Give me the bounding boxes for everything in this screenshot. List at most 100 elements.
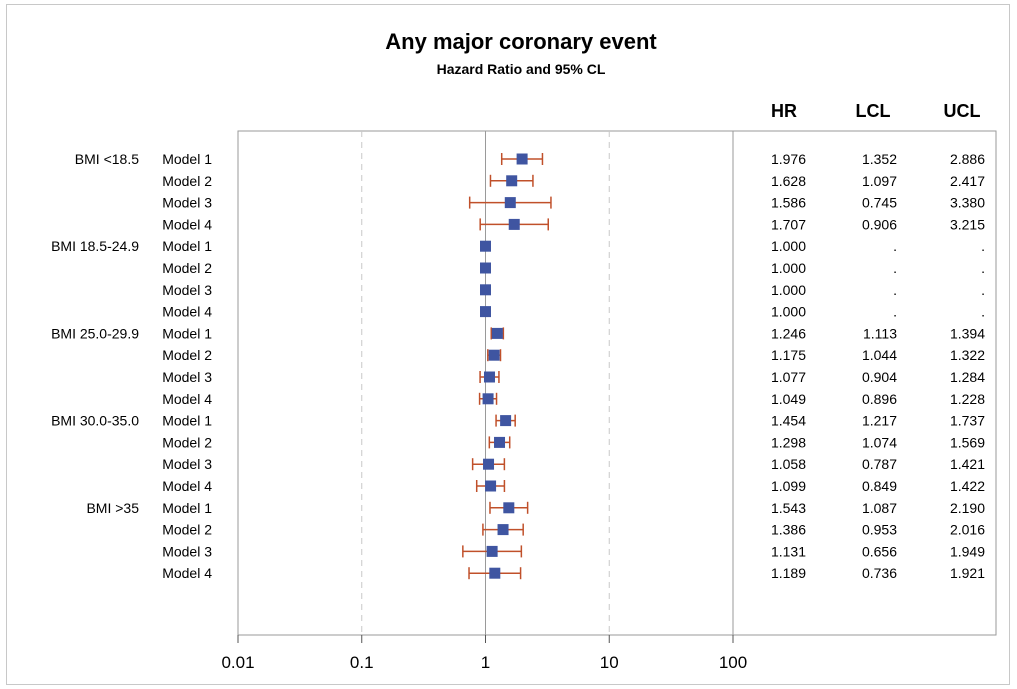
- hr-value: 1.454: [771, 413, 806, 429]
- row-model-label: Model 1: [162, 151, 212, 167]
- hr-value: 1.000: [771, 304, 806, 320]
- row-model-label: Model 3: [162, 282, 212, 298]
- hr-marker: [488, 349, 500, 361]
- ucl-value: .: [981, 304, 985, 320]
- row-model-label: Model 3: [162, 195, 212, 211]
- ucl-value: .: [981, 238, 985, 254]
- row-model-label: Model 1: [162, 325, 212, 341]
- x-tick-label: 0.01: [221, 653, 254, 672]
- hr-marker: [504, 197, 516, 209]
- ucl-value: 2.016: [950, 522, 985, 538]
- lcl-value: 0.745: [862, 195, 897, 211]
- hr-value: 1.628: [771, 173, 806, 189]
- lcl-value: 0.953: [862, 522, 897, 538]
- hr-marker: [480, 284, 491, 296]
- lcl-value: 0.787: [862, 456, 897, 472]
- row-model-label: Model 1: [162, 238, 212, 254]
- column-header-hr: HR: [771, 101, 797, 121]
- row-model-label: Model 4: [162, 391, 212, 407]
- ucl-value: 1.322: [950, 347, 985, 363]
- row-model-label: Model 1: [162, 413, 212, 429]
- ucl-value: 1.921: [950, 565, 985, 581]
- x-tick-label: 100: [719, 653, 747, 672]
- row-model-label: Model 4: [162, 478, 212, 494]
- row-model-label: Model 2: [162, 260, 212, 276]
- hr-value: 1.099: [771, 478, 806, 494]
- lcl-value: 1.074: [862, 434, 897, 450]
- row-group-label: BMI 18.5-24.9: [51, 238, 139, 254]
- hr-marker: [508, 218, 520, 230]
- hr-value: 1.976: [771, 151, 806, 167]
- lcl-value: 1.087: [862, 500, 897, 516]
- lcl-value: .: [893, 304, 897, 320]
- ucl-value: 2.190: [950, 500, 985, 516]
- hr-marker: [485, 480, 497, 492]
- ucl-value: 1.421: [950, 456, 985, 472]
- row-model-label: Model 3: [162, 369, 212, 385]
- ucl-value: 1.569: [950, 434, 985, 450]
- ucl-value: 2.417: [950, 173, 985, 189]
- hr-marker: [482, 393, 494, 405]
- lcl-value: 0.736: [862, 565, 897, 581]
- lcl-value: .: [893, 282, 897, 298]
- row-model-label: Model 3: [162, 456, 212, 472]
- ucl-value: .: [981, 282, 985, 298]
- lcl-value: 1.097: [862, 173, 897, 189]
- lcl-value: 1.044: [862, 347, 897, 363]
- table-area: [732, 130, 997, 636]
- column-header-ucl: UCL: [943, 101, 981, 121]
- row-model-label: Model 1: [162, 500, 212, 516]
- ucl-value: 1.422: [950, 478, 985, 494]
- row-group-label: BMI >35: [86, 500, 139, 516]
- hr-marker: [494, 436, 506, 448]
- ucl-value: 1.737: [950, 413, 985, 429]
- x-tick-label: 0.1: [350, 653, 374, 672]
- row-model-label: Model 2: [162, 522, 212, 538]
- ucl-value: .: [981, 260, 985, 276]
- row-group-label: BMI 30.0-35.0: [51, 413, 139, 429]
- chart-subtitle: Hazard Ratio and 95% CL: [436, 61, 606, 77]
- hr-marker: [497, 524, 509, 536]
- lcl-value: 0.849: [862, 478, 897, 494]
- lcl-value: 0.904: [862, 369, 897, 385]
- hr-marker: [486, 545, 498, 557]
- hr-value: 1.131: [771, 543, 806, 559]
- column-header-lcl: LCL: [855, 101, 891, 121]
- x-tick-label: 1: [481, 653, 490, 672]
- hr-value: 1.000: [771, 260, 806, 276]
- hr-value: 1.049: [771, 391, 806, 407]
- ucl-value: 1.284: [950, 369, 985, 385]
- row-model-label: Model 3: [162, 543, 212, 559]
- lcl-value: .: [893, 238, 897, 254]
- row-model-label: Model 2: [162, 173, 212, 189]
- ucl-value: 3.215: [950, 216, 985, 232]
- hr-marker: [506, 175, 518, 187]
- lcl-value: 0.906: [862, 216, 897, 232]
- hr-marker: [483, 458, 495, 470]
- ucl-value: 2.886: [950, 151, 985, 167]
- lcl-value: 1.217: [862, 413, 897, 429]
- hr-value: 1.058: [771, 456, 806, 472]
- hr-value: 1.189: [771, 565, 806, 581]
- hr-value: 1.077: [771, 369, 806, 385]
- x-tick-label: 10: [600, 653, 619, 672]
- hr-value: 1.175: [771, 347, 806, 363]
- hr-value: 1.386: [771, 522, 806, 538]
- hr-value: 1.543: [771, 500, 806, 516]
- lcl-value: .: [893, 260, 897, 276]
- chart-frame: [6, 4, 1010, 685]
- hr-value: 1.000: [771, 238, 806, 254]
- row-group-label: BMI <18.5: [75, 151, 139, 167]
- hr-marker: [489, 567, 501, 579]
- ucl-value: 1.394: [950, 325, 985, 341]
- row-model-label: Model 2: [162, 434, 212, 450]
- hr-marker: [516, 153, 528, 165]
- lcl-value: 0.896: [862, 391, 897, 407]
- hr-marker: [480, 240, 491, 252]
- hr-marker: [480, 262, 491, 274]
- chart-title: Any major coronary event: [385, 29, 657, 54]
- hr-marker: [483, 371, 495, 383]
- hr-marker: [500, 415, 512, 427]
- ucl-value: 1.949: [950, 543, 985, 559]
